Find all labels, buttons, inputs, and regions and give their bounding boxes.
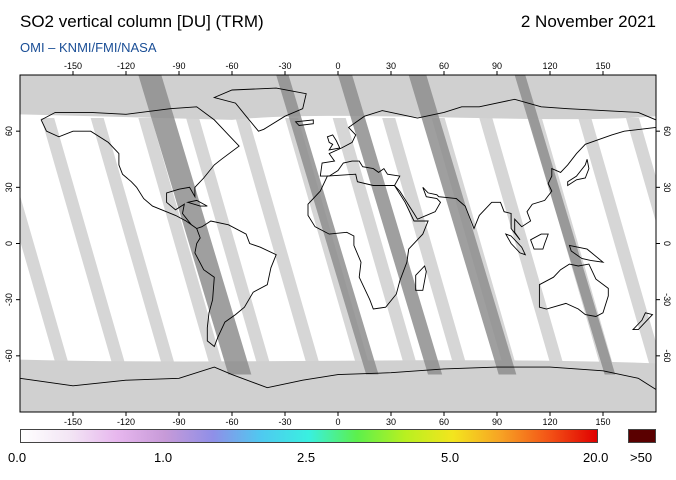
- lat-label-left-3: -30: [4, 293, 14, 306]
- lon-label-bottom-2: -90: [172, 417, 185, 427]
- colorbar-label-5: >50: [630, 450, 653, 465]
- lon-label-top-5: 0: [335, 61, 340, 71]
- coast-borneo: [530, 233, 549, 250]
- coast-britain: [326, 134, 341, 151]
- lat-label-right-1: 30: [662, 182, 672, 192]
- lat-label-right-0: 60: [662, 126, 672, 136]
- map-date: 2 November 2021: [520, 12, 656, 31]
- colorbar-label-2: 2.5: [297, 450, 316, 465]
- coast-japan: [567, 159, 590, 187]
- swath-gap-7: [332, 118, 420, 375]
- colorbar-label-1: 1.0: [154, 450, 173, 465]
- lon-label-bottom-9: 120: [542, 417, 557, 427]
- coast-greenland: [212, 87, 307, 132]
- no-data-south: [20, 359, 656, 412]
- lon-label-top-6: 30: [386, 61, 396, 71]
- lat-label-right-2: 0: [662, 241, 672, 246]
- swath-gap-13: [625, 118, 656, 223]
- lon-label-bottom-3: -60: [225, 417, 238, 427]
- coast-sumatra: [504, 233, 527, 256]
- lon-label-top-2: -90: [172, 61, 185, 71]
- missing-orbit-3: [408, 75, 517, 375]
- coast-south-america: [194, 220, 277, 348]
- swath-gap-3: [138, 118, 226, 375]
- colorbar-label-0: 0.0: [8, 450, 27, 465]
- lon-label-top-0: -150: [64, 61, 82, 71]
- lat-label-left-0: 60: [4, 126, 14, 136]
- lat-label-left-2: 0: [4, 241, 14, 246]
- lon-label-bottom-1: -120: [117, 417, 135, 427]
- coast-iceland: [294, 119, 314, 126]
- swath-gap-2: [90, 118, 178, 375]
- swath-gap-12: [578, 118, 656, 375]
- colorbar: [20, 429, 598, 443]
- lon-label-bottom-4: -30: [278, 417, 291, 427]
- lon-label-top-9: 120: [542, 61, 557, 71]
- lon-label-top-8: 90: [492, 61, 502, 71]
- lon-label-bottom-6: 30: [386, 417, 396, 427]
- coast-antarctica: [20, 366, 656, 390]
- lon-label-top-3: -60: [225, 61, 238, 71]
- swath-gap-0: [20, 195, 72, 375]
- coast-new-zealand: [631, 312, 654, 331]
- coast-cuba: [186, 199, 208, 207]
- coast-north-america: [40, 106, 240, 229]
- lat-label-left-1: 30: [4, 182, 14, 192]
- no-data-north: [20, 75, 656, 120]
- missing-orbit-4: [514, 75, 616, 375]
- coast-madagascar: [415, 265, 427, 291]
- lat-label-right-4: -60: [662, 349, 672, 362]
- colorbar-overflow: [628, 429, 656, 443]
- coast-new-guinea: [568, 244, 605, 263]
- lon-label-bottom-5: 0: [335, 417, 340, 427]
- missing-orbit-2: [338, 75, 443, 375]
- lon-label-top-10: 150: [595, 61, 610, 71]
- lon-label-top-7: 60: [439, 61, 449, 71]
- lon-label-bottom-7: 60: [439, 417, 449, 427]
- data-source-label: OMI – KNMI/FMI/NASA: [20, 40, 157, 55]
- missing-orbit-1: [276, 75, 379, 375]
- swath-gap-1: [41, 118, 129, 375]
- lon-label-top-1: -120: [117, 61, 135, 71]
- colorbar-label-3: 5.0: [441, 450, 460, 465]
- colorbar-label-4: 20.0: [583, 450, 609, 465]
- swath-gap-5: [235, 118, 323, 375]
- coast-africa: [307, 173, 429, 310]
- swath-gap-4: [186, 118, 274, 375]
- lat-label-right-3: -30: [662, 293, 672, 306]
- lon-label-bottom-0: -150: [64, 417, 82, 427]
- swath-gap-10: [479, 118, 567, 375]
- coast-australia: [538, 263, 609, 317]
- axis-ticks: -150 -150 -120 -120 -90 -90 -60 -60 -30 -30 0 0 30 30…: [4, 61, 672, 427]
- map-body: [19, 74, 657, 413]
- lon-label-bottom-8: 90: [492, 417, 502, 427]
- lon-label-top-4: -30: [278, 61, 291, 71]
- missing-orbit-0: [138, 75, 252, 375]
- coastlines: [20, 87, 656, 390]
- lat-label-left-4: -60: [4, 349, 14, 362]
- swath-gap-8: [382, 118, 470, 375]
- lon-label-bottom-10: 150: [595, 417, 610, 427]
- map-title: SO2 vertical column [DU] (TRM): [20, 12, 264, 31]
